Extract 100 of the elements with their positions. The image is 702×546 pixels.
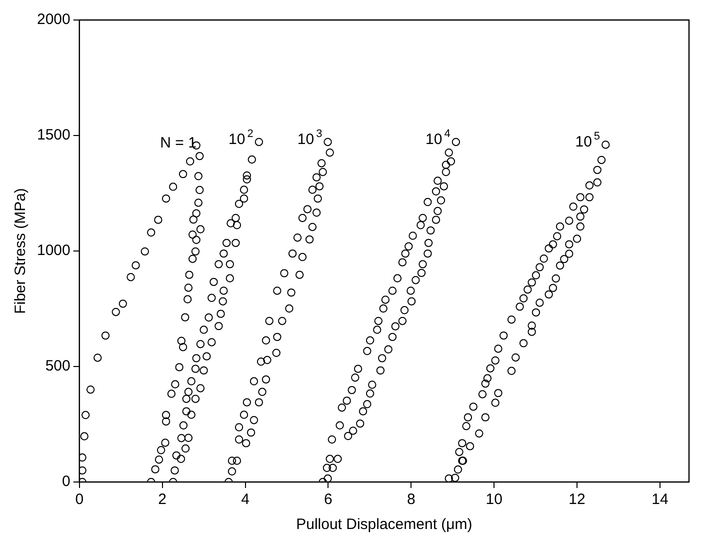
point xyxy=(154,216,162,224)
point xyxy=(184,284,193,292)
point xyxy=(222,238,231,248)
point xyxy=(181,313,190,322)
point xyxy=(147,228,156,237)
point xyxy=(256,358,266,366)
point xyxy=(214,322,223,330)
point xyxy=(208,338,216,346)
point xyxy=(177,336,186,345)
point xyxy=(191,364,200,373)
point xyxy=(242,175,252,184)
y-tick-label: 1500 xyxy=(36,126,70,144)
point xyxy=(246,428,256,437)
point xyxy=(86,386,95,394)
point xyxy=(196,225,205,234)
point xyxy=(254,138,264,146)
point xyxy=(200,366,208,375)
point xyxy=(234,200,244,208)
point xyxy=(178,342,188,352)
point xyxy=(265,316,274,326)
point xyxy=(179,421,188,430)
point xyxy=(214,260,223,268)
point xyxy=(181,444,190,453)
point xyxy=(293,234,302,242)
point xyxy=(240,194,248,203)
x-tick-label: 6 xyxy=(324,491,332,508)
point xyxy=(242,439,250,448)
point xyxy=(140,247,149,256)
point xyxy=(202,352,211,360)
point xyxy=(194,172,202,180)
point xyxy=(154,455,164,464)
point xyxy=(312,173,321,182)
point xyxy=(188,254,197,263)
point xyxy=(216,310,225,318)
point xyxy=(192,236,200,244)
point xyxy=(184,295,192,304)
point xyxy=(182,394,190,403)
point xyxy=(184,388,193,396)
x-tick-label: 2 xyxy=(158,491,166,508)
point xyxy=(112,308,120,316)
point xyxy=(226,274,234,282)
point xyxy=(298,252,307,262)
point xyxy=(263,356,272,364)
point xyxy=(79,453,86,462)
point xyxy=(228,456,236,465)
point xyxy=(186,157,194,166)
point xyxy=(126,273,135,282)
point xyxy=(234,435,244,444)
point xyxy=(262,375,270,384)
point xyxy=(218,297,227,306)
point xyxy=(162,417,170,426)
point xyxy=(315,182,324,190)
point xyxy=(168,182,178,191)
point xyxy=(234,423,244,432)
point xyxy=(280,269,288,278)
point xyxy=(278,316,286,326)
point xyxy=(242,171,252,180)
x-tick-label: 14 xyxy=(652,491,668,508)
y-axis-title: Fiber Stress (MPa) xyxy=(12,188,30,314)
point xyxy=(188,230,197,239)
x-axis-title: Pullout Displacement (μm) xyxy=(296,516,472,534)
point xyxy=(314,194,322,203)
point xyxy=(288,249,297,258)
y-tick-label: 0 xyxy=(62,473,70,490)
point xyxy=(258,388,266,396)
point xyxy=(312,208,321,217)
point xyxy=(250,377,258,386)
point xyxy=(242,398,252,406)
point xyxy=(189,215,198,224)
point xyxy=(79,466,86,475)
point xyxy=(182,407,190,416)
point xyxy=(317,159,326,168)
point xyxy=(295,270,304,279)
point xyxy=(118,300,128,308)
point xyxy=(171,380,180,388)
point xyxy=(196,186,204,194)
point xyxy=(298,214,307,222)
point xyxy=(305,235,314,244)
point xyxy=(175,363,184,372)
point xyxy=(262,336,270,344)
point xyxy=(220,286,228,295)
point xyxy=(220,249,228,258)
point xyxy=(226,219,235,228)
point xyxy=(248,155,256,164)
point xyxy=(192,354,200,362)
point xyxy=(208,294,216,302)
x-tick-label: 8 xyxy=(406,491,416,508)
point xyxy=(191,247,200,256)
point xyxy=(101,331,110,340)
point xyxy=(226,260,234,268)
point xyxy=(80,432,88,440)
point xyxy=(161,438,170,447)
point xyxy=(196,384,205,392)
point xyxy=(272,348,280,357)
point xyxy=(167,390,176,398)
point xyxy=(287,288,296,297)
point xyxy=(81,410,90,420)
point xyxy=(196,152,204,160)
point xyxy=(232,214,240,222)
point xyxy=(308,222,317,232)
